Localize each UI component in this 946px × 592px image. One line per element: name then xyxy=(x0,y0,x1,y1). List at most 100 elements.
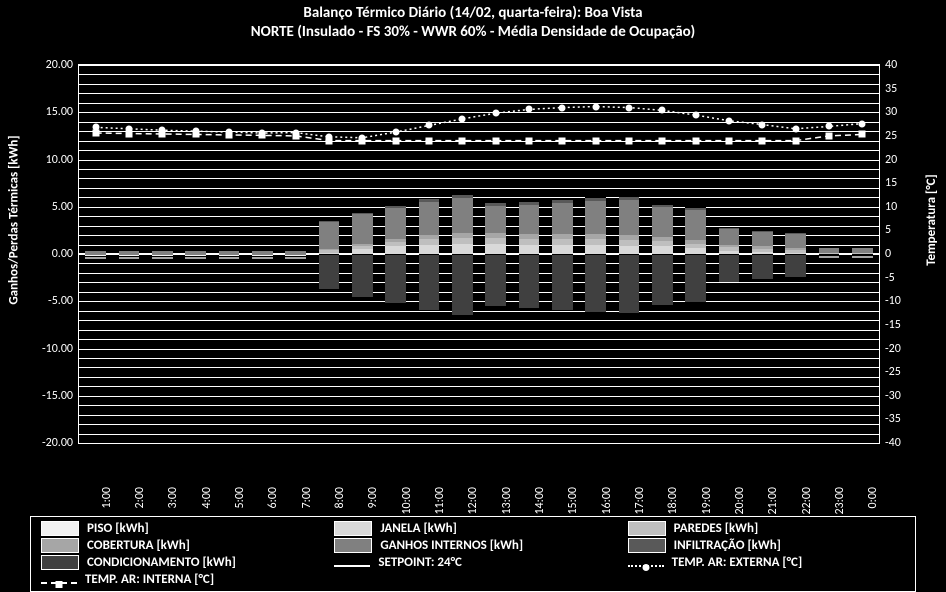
grid-line xyxy=(79,443,879,444)
marker-temp-interna xyxy=(92,130,99,137)
legend-label: INFILTRAÇÃO [kWh] xyxy=(674,538,781,553)
marker-temp-interna xyxy=(592,137,599,144)
y-left-tick: 15.00 xyxy=(25,105,73,119)
x-tick: 16:00 xyxy=(600,487,614,515)
x-tick: 2:00 xyxy=(133,487,147,508)
legend-label: PISO [kWh] xyxy=(87,521,149,536)
y-right-tick: -30 xyxy=(885,389,925,403)
legend-item: CONDICIONAMENTO [kWh] xyxy=(41,555,318,570)
marker-temp-interna xyxy=(526,137,533,144)
legend-item: JANELA [kWh] xyxy=(334,521,611,536)
x-tick: 3:00 xyxy=(166,487,180,508)
y-right-tick: -35 xyxy=(885,412,925,426)
x-tick: 18:00 xyxy=(666,487,680,515)
y-right-tick: 0 xyxy=(885,247,925,261)
legend-swatch xyxy=(41,538,79,553)
y-right-tick: 40 xyxy=(885,58,925,72)
y-right-tick: -15 xyxy=(885,318,925,332)
legend-item: SETPOINT: 24°C xyxy=(334,555,611,570)
legend-swatch xyxy=(334,538,372,553)
marker-temp-interna xyxy=(392,137,399,144)
x-tick: 4:00 xyxy=(200,487,214,508)
marker-temp-interna xyxy=(226,131,233,138)
x-tick: 17:00 xyxy=(633,487,647,515)
legend-swatch xyxy=(628,565,664,567)
y-right-tick: 15 xyxy=(885,176,925,190)
legend-item: INFILTRAÇÃO [kWh] xyxy=(628,538,905,553)
y-right-tick: 10 xyxy=(885,200,925,214)
marker-temp-interna xyxy=(159,130,166,137)
title-line-1: Balanço Térmico Diário (14/02, quarta-fe… xyxy=(0,4,946,23)
x-tick: 8:00 xyxy=(333,487,347,508)
legend-item: PISO [kWh] xyxy=(41,521,318,536)
y-right-tick: -25 xyxy=(885,365,925,379)
legend-swatch xyxy=(334,565,370,567)
legend-label: PAREDES [kWh] xyxy=(674,521,759,536)
x-tick: 11:00 xyxy=(433,487,447,515)
legend-swatch xyxy=(334,521,372,536)
plot-area: -20.00-15.00-10.00-5.000.005.0010.0015.0… xyxy=(78,64,880,444)
marker-temp-interna xyxy=(326,137,333,144)
y-right-tick: -20 xyxy=(885,342,925,356)
legend-label: GANHOS INTERNOS [kWh] xyxy=(380,538,523,553)
legend-swatch xyxy=(628,538,666,553)
x-tick: 12:00 xyxy=(466,487,480,515)
series-line xyxy=(79,65,879,443)
marker-temp-interna xyxy=(559,137,566,144)
marker-temp-interna xyxy=(259,132,266,139)
marker-temp-interna xyxy=(426,137,433,144)
y-right-tick: -10 xyxy=(885,294,925,308)
chart-title: Balanço Térmico Diário (14/02, quarta-fe… xyxy=(0,0,946,42)
legend-label: COBERTURA [kWh] xyxy=(87,538,190,553)
x-tick: 5:00 xyxy=(233,487,247,508)
legend-item: GANHOS INTERNOS [kWh] xyxy=(334,538,611,553)
marker-temp-interna xyxy=(626,137,633,144)
x-tick: 0:00 xyxy=(866,487,880,508)
legend-label: TEMP. AR: INTERNA [°C] xyxy=(85,572,214,587)
legend-item: TEMP. AR: INTERNA [°C] xyxy=(41,572,318,587)
marker-temp-interna xyxy=(459,137,466,144)
marker-temp-interna xyxy=(659,137,666,144)
x-tick: 20:00 xyxy=(733,487,747,515)
legend-label: JANELA [kWh] xyxy=(380,521,457,536)
x-tick: 21:00 xyxy=(766,487,780,515)
y-left-tick: 10.00 xyxy=(25,153,73,167)
y-left-tick: -5.00 xyxy=(25,294,73,308)
x-tick: 15:00 xyxy=(566,487,580,515)
thermal-balance-chart: Balanço Térmico Diário (14/02, quarta-fe… xyxy=(0,0,946,592)
y-right-tick: 5 xyxy=(885,223,925,237)
y-right-tick: 30 xyxy=(885,105,925,119)
y-right-tick: 25 xyxy=(885,129,925,143)
legend-item: TEMP. AR: EXTERNA [°C] xyxy=(628,555,905,570)
y-left-tick: -20.00 xyxy=(25,436,73,450)
marker-temp-interna xyxy=(359,137,366,144)
x-tick: 22:00 xyxy=(800,487,814,515)
legend-item: COBERTURA [kWh] xyxy=(41,538,318,553)
y-right-tick: 20 xyxy=(885,153,925,167)
marker-temp-interna xyxy=(792,137,799,144)
legend-label: CONDICIONAMENTO [kWh] xyxy=(87,555,236,570)
y-left-tick: 20.00 xyxy=(25,58,73,72)
legend-item: PAREDES [kWh] xyxy=(628,521,905,536)
legend: PISO [kWh] JANELA [kWh] PAREDES [kWh] COBER… xyxy=(30,516,916,592)
x-tick: 9:00 xyxy=(366,487,380,508)
legend-swatch xyxy=(628,521,666,536)
y-right-tick: -40 xyxy=(885,436,925,450)
legend-label: TEMP. AR: EXTERNA [°C] xyxy=(672,555,803,570)
legend-swatch xyxy=(41,555,79,570)
legend-swatch xyxy=(41,521,79,536)
marker-temp-interna xyxy=(692,137,699,144)
y-axis-right-title: Temperatura [°C] xyxy=(925,174,940,266)
x-tick: 23:00 xyxy=(833,487,847,515)
x-tick: 7:00 xyxy=(300,487,314,508)
x-tick: 1:00 xyxy=(100,487,114,508)
x-tick: 14:00 xyxy=(533,487,547,515)
marker-temp-interna xyxy=(759,137,766,144)
x-tick: 19:00 xyxy=(700,487,714,515)
marker-temp-interna xyxy=(726,137,733,144)
y-right-tick: -5 xyxy=(885,271,925,285)
title-line-2: NORTE (Insulado - FS 30% - WWR 60% - Méd… xyxy=(0,23,946,42)
marker-temp-interna xyxy=(192,131,199,138)
y-left-tick: -15.00 xyxy=(25,389,73,403)
x-tick: 10:00 xyxy=(400,487,414,515)
